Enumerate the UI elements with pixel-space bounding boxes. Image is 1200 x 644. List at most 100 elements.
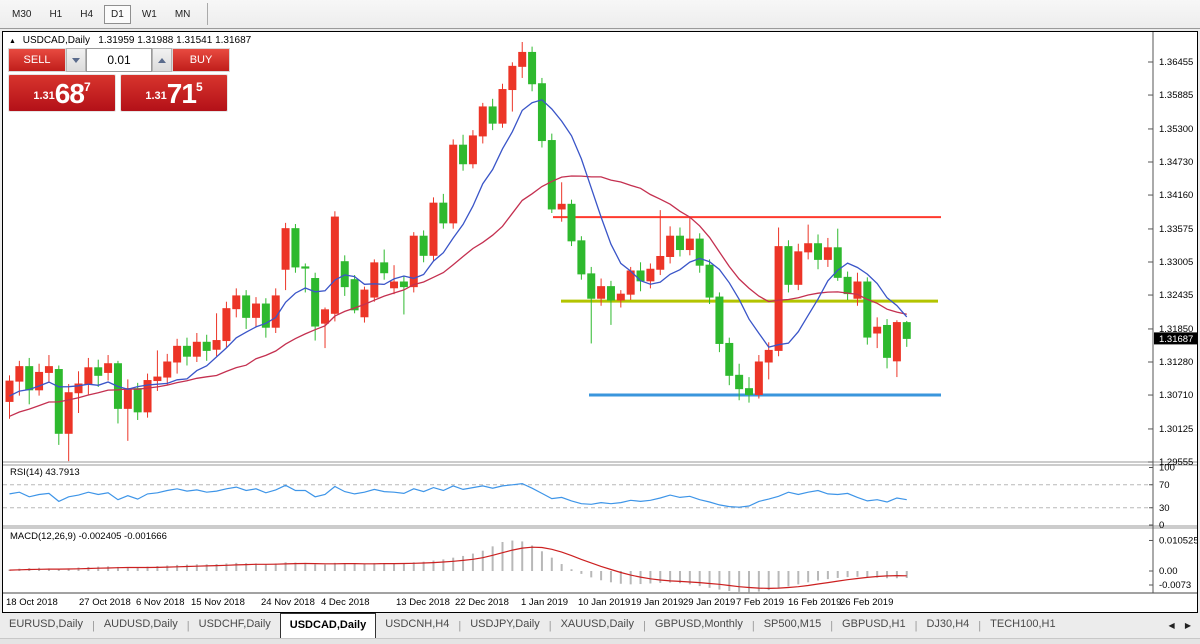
volume-input[interactable]: 0.01 xyxy=(86,48,152,72)
chart-tab-audusd-daily[interactable]: AUDUSD,Daily xyxy=(103,618,178,630)
macd-histogram-bar xyxy=(826,571,829,580)
tabs-scroll-left-icon[interactable]: ◀ xyxy=(1168,621,1179,630)
macd-histogram-bar xyxy=(215,564,218,571)
tab-divider: | xyxy=(751,619,755,632)
tabs-scroll-right-icon[interactable]: ▶ xyxy=(1184,621,1195,630)
macd-axis-label: 0.00 xyxy=(1159,566,1178,577)
chart-symbol-label: USDCAD,Daily xyxy=(22,35,90,46)
date-axis-label: 27 Oct 2018 xyxy=(79,597,131,608)
macd-histogram-bar xyxy=(728,571,731,592)
price-axis-label: 1.35885 xyxy=(1159,90,1193,101)
macd-histogram-bar xyxy=(294,562,297,571)
price-axis-label: 1.34730 xyxy=(1159,157,1193,168)
chart-tab-eurusd-daily[interactable]: EURUSD,Daily xyxy=(9,618,83,630)
macd-histogram-bar xyxy=(501,542,504,571)
chart-window: 1.36455 1.35885 1.35300 1.34730 1.34160 1.335… xyxy=(2,31,1198,613)
sell-price-button[interactable]: 1.31 68 7 xyxy=(8,74,116,112)
macd-histogram-bar xyxy=(156,566,159,571)
macd-histogram-bar xyxy=(688,571,691,585)
macd-histogram-bar xyxy=(836,571,839,578)
macd-histogram-bar xyxy=(866,571,869,578)
chart-tab-xauusd-daily[interactable]: XAUUSD,Daily xyxy=(560,618,634,630)
macd-histogram-bar xyxy=(807,571,810,583)
rsi-axis-label: 0 xyxy=(1159,520,1164,531)
macd-histogram-bar xyxy=(383,563,386,571)
macd-histogram-bar xyxy=(659,571,662,583)
date-axis-label: 7 Feb 2019 xyxy=(736,597,784,608)
chart-tab-tech100-h1[interactable]: TECH100,H1 xyxy=(990,618,1056,630)
sell-button[interactable]: SELL xyxy=(8,48,66,72)
rsi-axis-label: 100 xyxy=(1159,463,1175,474)
chart-tab-sp500-m15[interactable]: SP500,M15 xyxy=(763,618,822,630)
volume-increase-button[interactable] xyxy=(152,48,172,72)
chart-tab-usdjpy-daily[interactable]: USDJPY,Daily xyxy=(470,618,540,630)
tab-divider: | xyxy=(914,619,918,632)
tab-divider: | xyxy=(978,619,982,632)
buy-price-main: 71 xyxy=(166,78,197,109)
chart-header: ▲ USDCAD,Daily 1.31959 1.31988 1.31541 1… xyxy=(9,35,251,46)
macd-histogram-bar xyxy=(274,563,277,571)
macd-histogram-bar xyxy=(738,571,741,592)
macd-histogram-bar xyxy=(570,569,573,571)
macd-histogram-bar xyxy=(560,564,563,571)
buy-button[interactable]: BUY xyxy=(172,48,230,72)
rsi-axis-label: 30 xyxy=(1159,503,1170,514)
macd-histogram-bar xyxy=(629,571,632,585)
macd-histogram-bar xyxy=(176,564,179,571)
toolbar-divider xyxy=(207,3,209,25)
timeframe-button-h1[interactable]: H1 xyxy=(49,8,63,20)
macd-histogram-bar xyxy=(649,571,652,584)
timeframe-button-w1[interactable]: W1 xyxy=(141,8,157,20)
macd-indicator-label: MACD(12,26,9) -0.002405 -0.001666 xyxy=(10,531,167,542)
price-axis-label: 1.33575 xyxy=(1159,224,1193,235)
macd-histogram-bar xyxy=(757,571,760,592)
macd-histogram-bar xyxy=(886,571,889,579)
price-axis-label: 1.34160 xyxy=(1159,190,1193,201)
timeframe-button-m30[interactable]: M30 xyxy=(12,8,32,20)
chart-tab-dj30-h4[interactable]: DJ30,H4 xyxy=(926,618,970,630)
candlestick-series xyxy=(5,42,911,462)
macd-histogram-bar xyxy=(402,563,405,571)
price-axis-label: 1.30710 xyxy=(1159,390,1193,401)
sell-price-pip: 7 xyxy=(83,80,91,94)
macd-histogram-bar xyxy=(255,563,257,571)
date-axis-label: 15 Nov 2018 xyxy=(191,597,245,608)
buy-price-button[interactable]: 1.31 71 5 xyxy=(120,74,228,112)
collapse-triangle-icon[interactable]: ▲ xyxy=(9,38,16,45)
macd-histogram-bar xyxy=(422,561,425,571)
macd-histogram-bar xyxy=(195,564,198,571)
one-click-trading-panel: SELL 0.01 BUY 1.31 68 7 1.31 71 5 xyxy=(8,48,232,112)
chart-tab-usdchf-daily[interactable]: USDCHF,Daily xyxy=(198,618,271,630)
macd-axis-label: -0.0073 xyxy=(1159,580,1191,591)
macd-histogram-bar xyxy=(600,571,603,581)
rsi-line xyxy=(9,482,907,508)
macd-histogram-bar xyxy=(491,546,494,571)
chart-tab-gbpusd-h1[interactable]: GBPUSD,H1 xyxy=(842,618,906,630)
volume-decrease-button[interactable] xyxy=(66,48,86,72)
macd-histogram-bar xyxy=(324,564,327,571)
timeframe-button-d1[interactable]: D1 xyxy=(104,4,131,24)
chart-tab-usdcad-daily[interactable]: USDCAD,Daily xyxy=(279,613,377,638)
chart-tab-gbpusd-monthly[interactable]: GBPUSD,Monthly xyxy=(654,618,743,630)
timeframe-button-h4[interactable]: H4 xyxy=(80,8,94,20)
date-axis-label: 13 Dec 2018 xyxy=(396,597,450,608)
macd-histogram-bar xyxy=(284,562,287,571)
macd-histogram-bar xyxy=(343,563,346,571)
sell-price-prefix: 1.31 xyxy=(33,90,55,102)
macd-histogram-bar xyxy=(107,566,110,571)
tab-divider: | xyxy=(830,619,834,632)
macd-histogram-bar xyxy=(442,559,445,571)
date-axis-label: 19 Jan 2019 xyxy=(631,597,683,608)
timeframe-button-mn[interactable]: MN xyxy=(174,8,191,20)
macd-histogram-bar xyxy=(817,571,820,581)
macd-histogram-bar xyxy=(669,571,672,583)
chart-tab-usdcnh-h4[interactable]: USDCNH,H4 xyxy=(385,618,450,630)
chart-canvas[interactable]: 1.36455 1.35885 1.35300 1.34730 1.34160 1.335… xyxy=(3,32,1197,612)
price-axis-label: 1.29555 xyxy=(1159,457,1193,468)
macd-histogram-bar xyxy=(678,571,681,584)
macd-histogram-bar xyxy=(136,567,139,571)
macd-histogram-bar xyxy=(856,571,859,577)
macd-histogram-bar xyxy=(876,571,879,578)
price-axis-label: 1.35300 xyxy=(1159,124,1193,135)
price-axis-label: 1.31280 xyxy=(1159,357,1193,368)
